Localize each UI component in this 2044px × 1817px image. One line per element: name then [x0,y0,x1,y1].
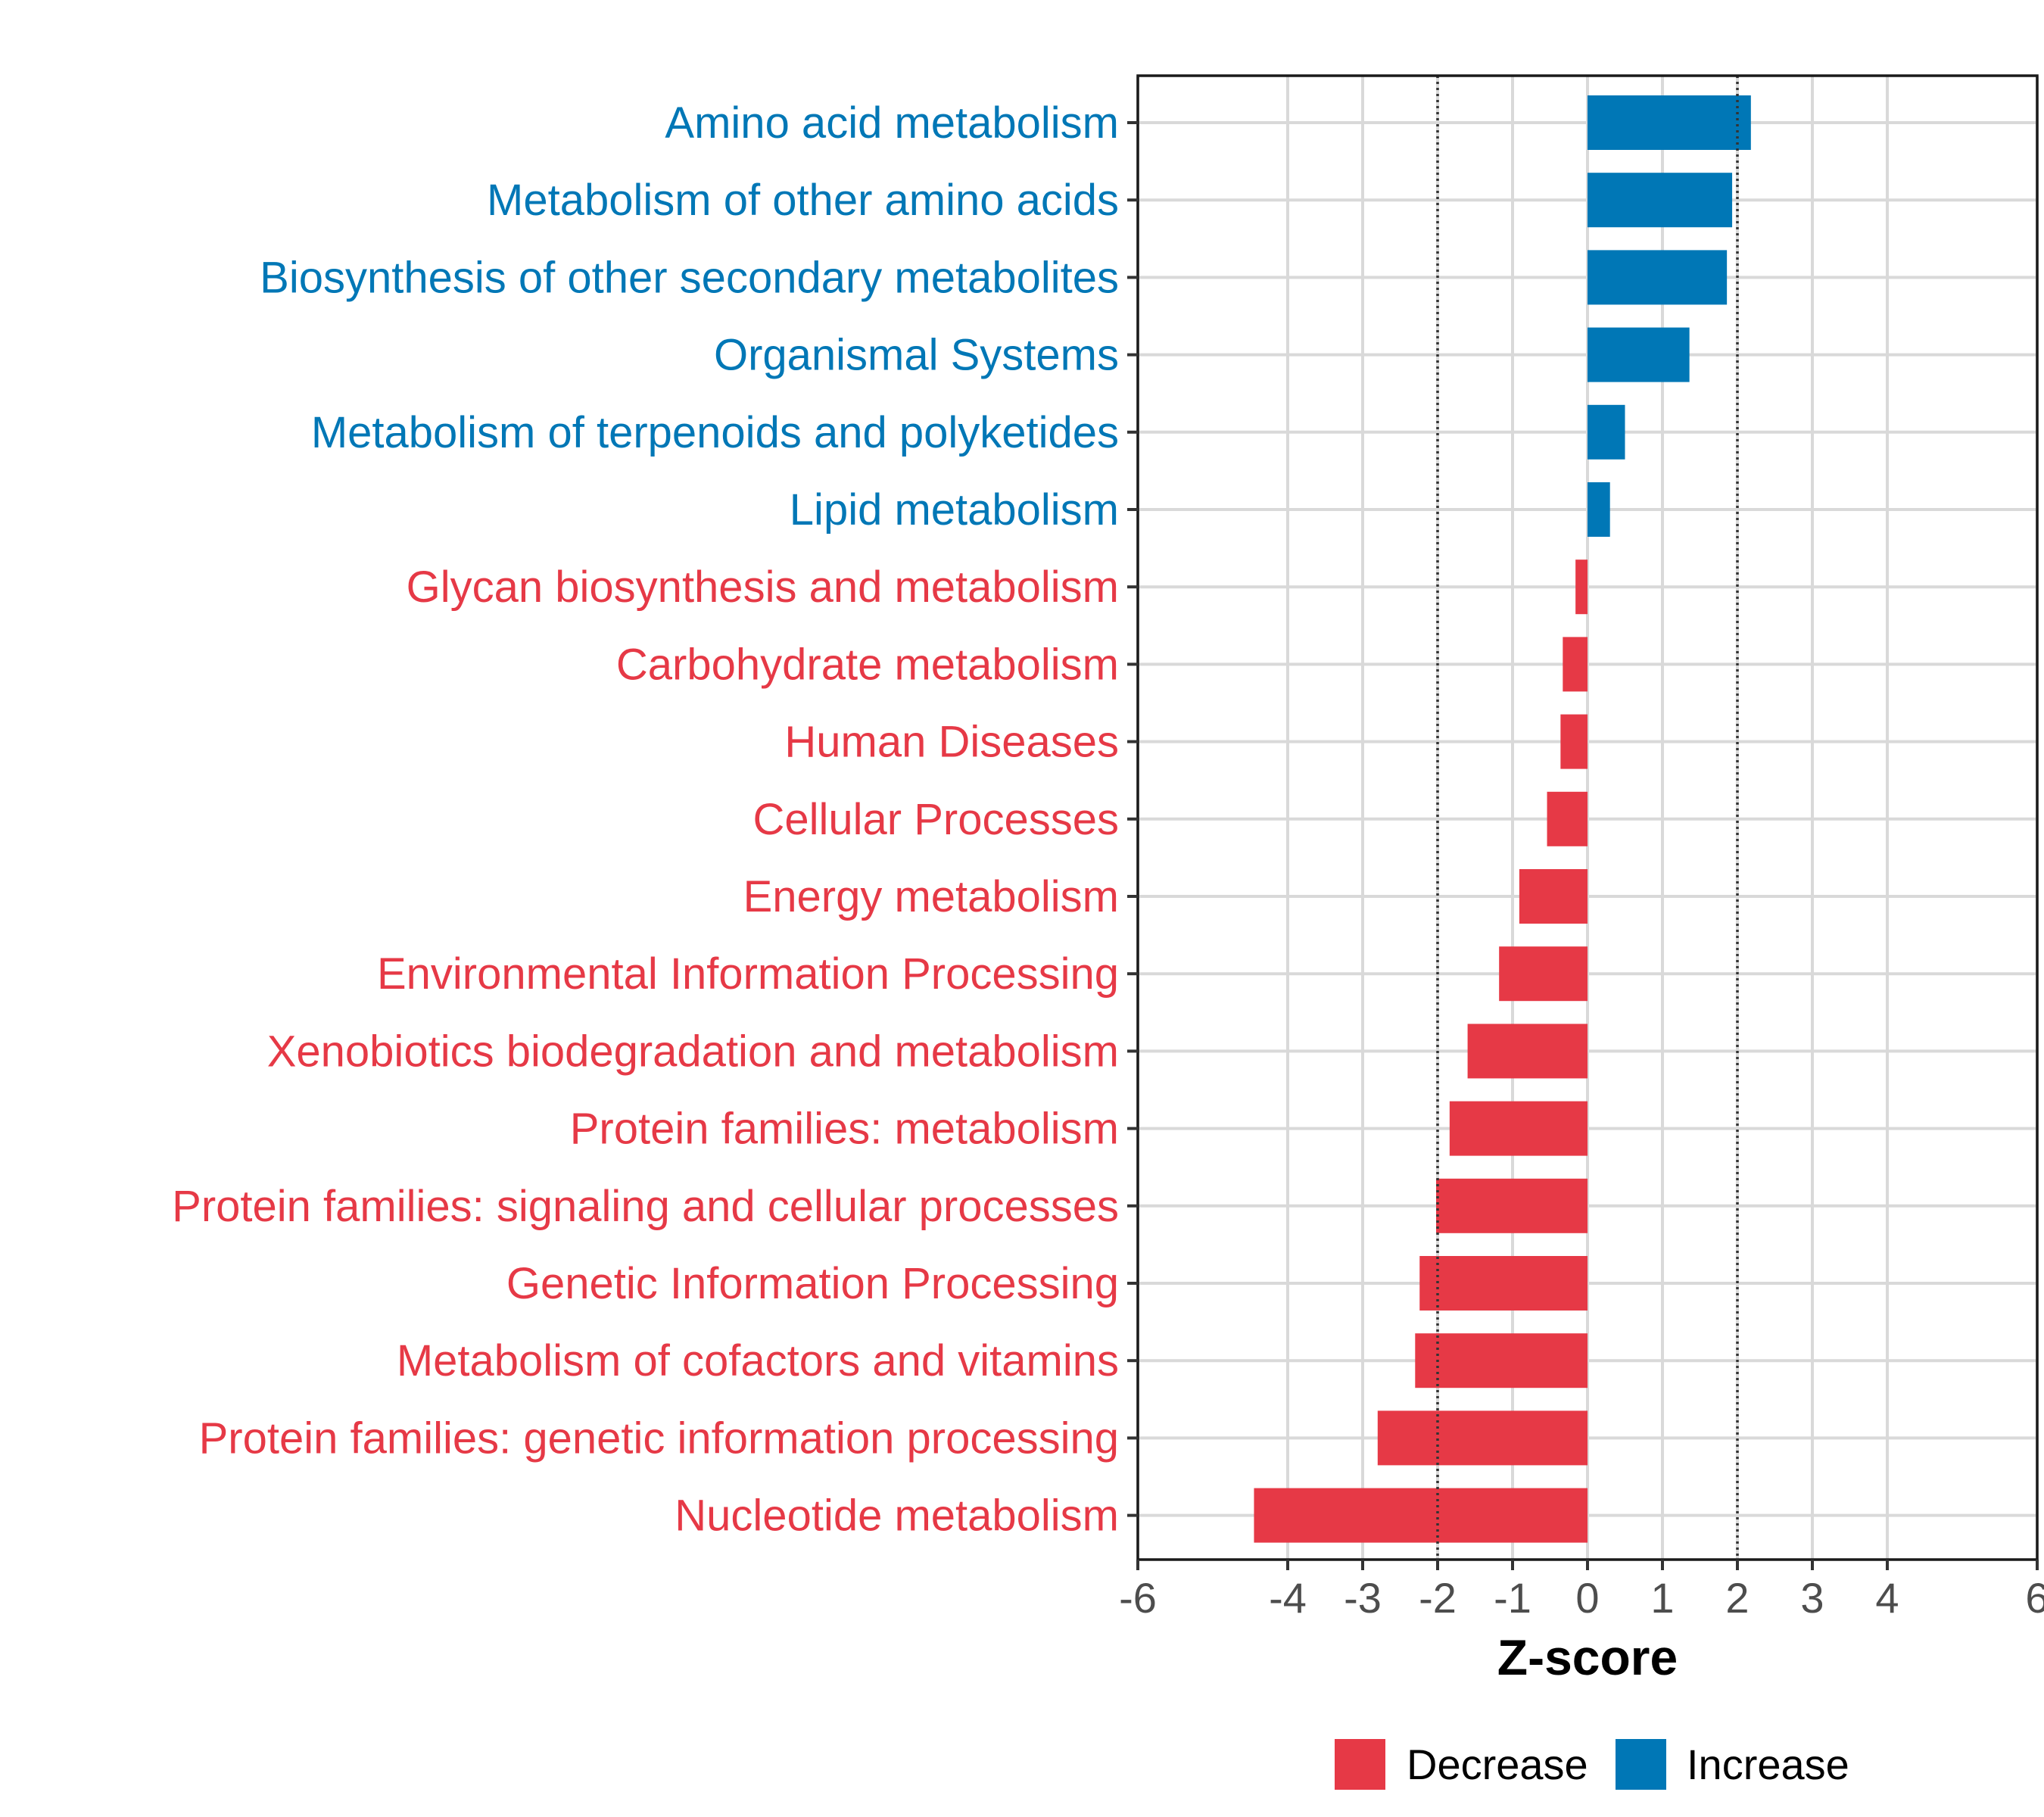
bar [1588,173,1733,228]
bar [1588,327,1690,382]
bar [1588,95,1751,150]
category-label: Biosynthesis of other secondary metaboli… [260,253,1119,302]
x-tick-label: -4 [1269,1574,1307,1622]
category-label: Carbohydrate metabolism [616,640,1119,689]
bar [1547,791,1588,846]
category-label: Protein families: genetic information pr… [199,1413,1119,1463]
bar [1575,559,1588,615]
legend-label: Decrease [1407,1741,1588,1788]
bar [1560,714,1588,769]
category-label: Nucleotide metabolism [675,1491,1119,1541]
category-label: Human Diseases [784,718,1119,767]
category-label: Protein families: signaling and cellular… [172,1182,1119,1231]
x-tick-label: 0 [1575,1574,1599,1622]
x-tick-label: -6 [1119,1574,1157,1622]
reference-lines [1436,76,1739,1560]
bar [1563,637,1588,692]
bar [1519,869,1588,924]
bar [1588,250,1728,305]
x-tick-label: 6 [2025,1574,2044,1622]
legend-label: Increase [1687,1741,1849,1788]
category-labels: Amino acid metabolism Metabolism of other… [172,98,1119,1541]
bar [1415,1333,1588,1388]
category-label: Protein families: metabolism [570,1105,1119,1154]
bar [1436,1178,1588,1233]
bar [1449,1101,1588,1156]
bar [1588,404,1625,460]
category-label: Genetic Information Processing [506,1259,1119,1308]
category-label: Xenobiotics biodegradation and metabolis… [267,1027,1119,1076]
bars [1254,95,1751,1543]
legend-swatch [1616,1739,1666,1790]
x-tick-label: -3 [1344,1574,1382,1622]
bar [1419,1256,1588,1311]
x-tick-label: 3 [1800,1574,1824,1622]
category-label: Lipid metabolism [790,485,1119,535]
x-axis-title: Z-score [1497,1629,1678,1685]
axes: -6 -4 -3 -2 -1 0 1 2 3 4 6 [1119,74,2044,1622]
bar [1254,1488,1588,1543]
category-label: Metabolism of other amino acids [487,176,1119,225]
x-tick-label: -2 [1419,1574,1457,1622]
x-tick-label: -1 [1494,1574,1531,1622]
bar [1377,1410,1588,1466]
category-label: Glycan biosynthesis and metabolism [407,563,1119,612]
category-label: Amino acid metabolism [665,98,1119,148]
category-label: Energy metabolism [743,872,1119,921]
category-label: Organismal Systems [714,331,1119,380]
category-label: Metabolism of cofactors and vitamins [397,1336,1119,1385]
category-label: Environmental Information Processing [377,949,1119,999]
category-label: Cellular Processes [752,795,1119,844]
bar [1467,1024,1588,1079]
bar [1588,482,1610,537]
category-label: Metabolism of terpenoids and polyketides [311,408,1119,457]
legend-swatch [1335,1739,1385,1790]
x-tick-label: 4 [1875,1574,1899,1622]
legend: Decrease Increase [1335,1739,1849,1790]
x-tick-label: 2 [1725,1574,1749,1622]
x-tick-label: 1 [1650,1574,1674,1622]
bar [1499,946,1588,1002]
